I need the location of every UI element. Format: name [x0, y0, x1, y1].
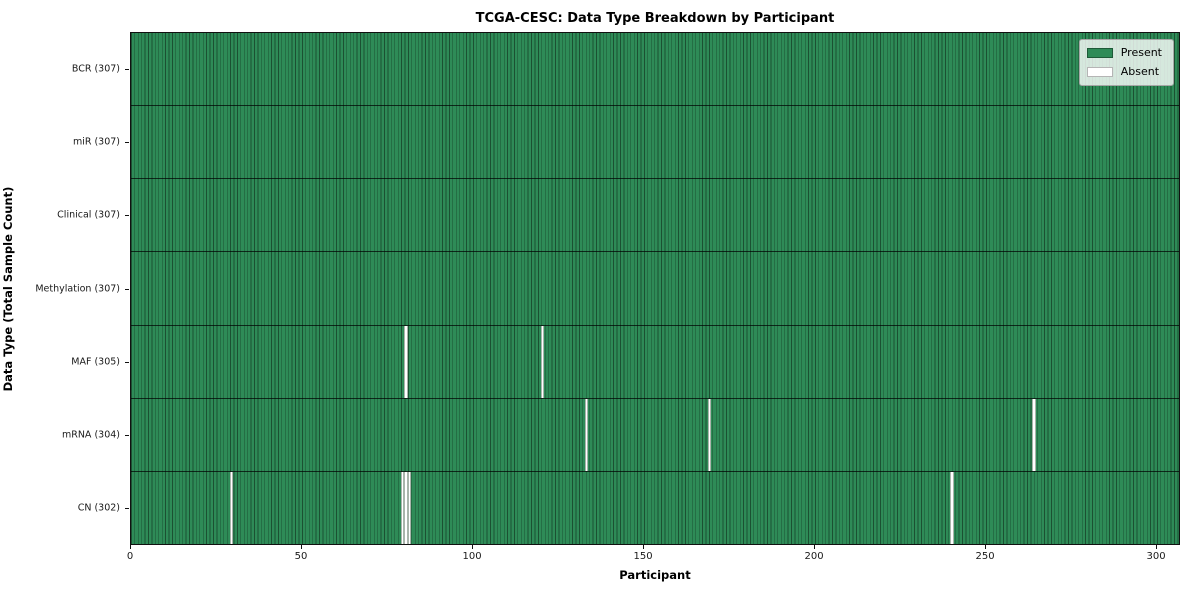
- x-axis-label: Participant: [619, 568, 691, 582]
- x-tick-label-50: 50: [294, 551, 308, 562]
- present-swatch-icon: [1086, 47, 1113, 58]
- absent-cell-maf-120: [540, 325, 545, 398]
- heatmap-row-bcr: [131, 33, 1179, 107]
- legend-label-present: Present: [1120, 46, 1162, 59]
- x-tick-label-300: 300: [1146, 551, 1166, 562]
- y-tick-label-cn: CN (302): [77, 502, 120, 514]
- x-tick-mark: [985, 545, 987, 549]
- y-tick-mark: [125, 215, 129, 217]
- x-tick-mark: [472, 545, 474, 549]
- y-tick-label-clinical: Clinical (307): [57, 209, 120, 221]
- absent-cell-cn-80: [404, 471, 408, 544]
- legend-entry-present: Present: [1086, 46, 1162, 59]
- x-tick-mark: [643, 545, 645, 549]
- y-tick-label-methylation: Methylation (307): [35, 283, 120, 294]
- legend-label-absent: Absent: [1120, 65, 1160, 78]
- absent-swatch-icon: [1086, 66, 1113, 77]
- y-tick-mark: [125, 435, 129, 437]
- x-tick-mark: [301, 545, 302, 549]
- y-tick-label-mrna: mRNA (304): [61, 429, 120, 441]
- absent-cell-cn-240: [950, 471, 954, 544]
- heatmap-row-mrna: [131, 398, 1179, 472]
- y-tick-label-maf: MAF (305): [71, 356, 120, 368]
- absent-cell-mrna-133: [585, 398, 589, 471]
- x-tick-mark: [1156, 545, 1158, 549]
- absent-cell-cn-81: [407, 471, 411, 544]
- heatmap-row-maf: [131, 325, 1179, 399]
- absent-cell-mrna-264: [1032, 398, 1036, 471]
- legend: Present Absent: [1078, 39, 1174, 86]
- heatmap-row-methylation: [131, 252, 1179, 326]
- absent-cell-maf-80: [404, 325, 408, 398]
- chart-title: TCGA-CESC: Data Type Breakdown by Partic…: [475, 11, 835, 26]
- x-tick-label-150: 150: [633, 551, 653, 562]
- heatmap-row-cn: [131, 471, 1179, 544]
- absent-cell-cn-79: [400, 471, 405, 544]
- y-tick-mark: [125, 361, 129, 363]
- y-tick-mark: [125, 141, 129, 143]
- x-tick-label-250: 250: [975, 551, 995, 562]
- absent-cell-mrna-169: [707, 398, 712, 471]
- x-tick-label-200: 200: [804, 551, 824, 562]
- heatmap-row-clinical: [131, 179, 1179, 253]
- y-tick-mark: [125, 68, 129, 70]
- x-tick-label-0: 0: [126, 551, 134, 562]
- x-tick-mark: [814, 545, 816, 549]
- y-tick-label-mir: miR (307): [72, 136, 120, 148]
- y-tick-mark: [125, 288, 129, 290]
- x-tick-label-100: 100: [462, 551, 482, 562]
- heatmap-row-mir: [131, 106, 1179, 180]
- plot-area: Present Absent: [130, 32, 1180, 545]
- y-tick-label-bcr: BCR (307): [71, 63, 120, 75]
- y-tick-mark: [125, 508, 129, 510]
- legend-entry-absent: Absent: [1086, 65, 1162, 78]
- absent-cell-cn-29: [229, 471, 234, 544]
- x-tick-mark: [130, 545, 131, 549]
